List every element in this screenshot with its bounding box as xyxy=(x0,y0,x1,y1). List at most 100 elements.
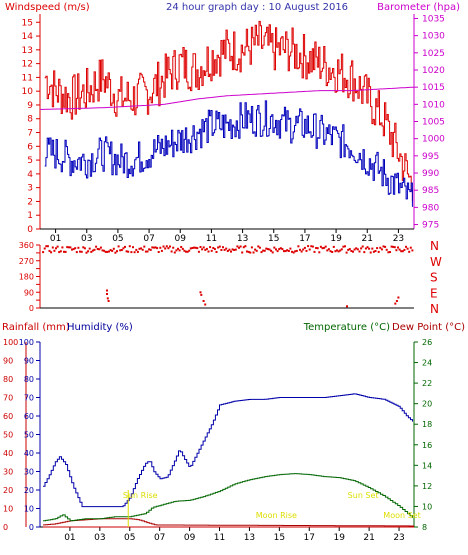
direction-point xyxy=(212,247,215,249)
direction-point xyxy=(366,246,369,249)
direction-point xyxy=(353,248,356,251)
direction-point xyxy=(119,249,122,252)
direction-point xyxy=(358,250,361,253)
direction-point xyxy=(51,246,54,249)
direction-point xyxy=(71,248,73,251)
direction-point xyxy=(136,250,139,253)
bottom-time-tick-label: 03 xyxy=(94,533,105,543)
direction-point xyxy=(116,250,118,253)
direction-point xyxy=(172,246,175,249)
direction-point xyxy=(239,245,242,248)
direction-point xyxy=(223,248,226,251)
direction-point xyxy=(234,248,237,251)
direction-point xyxy=(291,250,293,253)
direction-point xyxy=(164,247,167,250)
direction-point xyxy=(377,250,380,253)
direction-point xyxy=(191,247,194,249)
direction-point xyxy=(292,251,295,254)
temperature-tick-label: 16 xyxy=(422,441,432,450)
direction-point xyxy=(244,245,247,248)
direction-point xyxy=(401,250,404,253)
direction-point xyxy=(263,249,266,252)
barometer-tick-label: 1030 xyxy=(422,32,445,42)
time-tick-label: 13 xyxy=(237,234,248,244)
direction-point xyxy=(287,250,290,252)
direction-point xyxy=(125,250,128,253)
direction-point xyxy=(162,245,165,248)
direction-point xyxy=(202,246,205,249)
graph-labels: Windspeed (m/s) 24 hour graph day : 10 A… xyxy=(2,2,465,333)
direction-point xyxy=(411,249,414,252)
direction-point xyxy=(230,250,232,253)
direction-point xyxy=(329,250,332,253)
windspeed-tick-label: 14 xyxy=(22,32,34,42)
direction-point xyxy=(271,251,274,254)
direction-point xyxy=(48,249,51,252)
direction-point xyxy=(403,248,406,251)
direction-point xyxy=(236,245,239,248)
direction-tick-label: 360 xyxy=(19,241,34,250)
direction-point xyxy=(395,300,398,302)
time-tick-label: 05 xyxy=(112,234,123,244)
direction-point xyxy=(397,246,399,249)
time-tick-label: 01 xyxy=(50,234,61,244)
direction-point xyxy=(323,246,326,249)
direction-point xyxy=(146,250,149,253)
direction-point xyxy=(109,249,112,252)
direction-point xyxy=(392,245,395,248)
direction-point xyxy=(122,247,125,250)
direction-point xyxy=(75,251,78,254)
rainfall-tick-label: 100 xyxy=(3,338,18,347)
direction-point xyxy=(368,247,371,250)
direction-point xyxy=(196,247,199,250)
direction-point xyxy=(382,245,385,248)
rainfall-tick-label: 40 xyxy=(3,449,13,458)
direction-point xyxy=(80,250,83,253)
direction-point xyxy=(90,250,93,253)
direction-point xyxy=(400,250,403,253)
direction-point xyxy=(85,251,88,254)
direction-point xyxy=(106,293,108,295)
time-tick-label: 09 xyxy=(175,234,187,244)
temperature-tick-label: 8 xyxy=(422,523,427,532)
direction-point xyxy=(389,251,391,253)
barometer-tick-label: 1025 xyxy=(422,49,445,59)
direction-point xyxy=(257,245,260,248)
direction-point xyxy=(283,250,285,253)
compass-label: S xyxy=(430,271,438,285)
humidity-tick-label: 10 xyxy=(24,505,34,514)
direction-point xyxy=(189,247,192,250)
astronomy-annotation: Sun Set xyxy=(348,491,379,500)
direction-point xyxy=(300,250,303,253)
barometer-series xyxy=(39,86,415,110)
direction-point xyxy=(294,250,297,253)
direction-point xyxy=(279,247,282,250)
direction-point xyxy=(83,247,86,250)
direction-point xyxy=(170,250,173,253)
direction-point xyxy=(321,247,324,250)
direction-point xyxy=(397,296,400,299)
direction-point xyxy=(347,248,350,251)
direction-point xyxy=(241,251,244,254)
direction-point xyxy=(117,245,120,248)
direction-point xyxy=(186,250,189,253)
bottom-time-tick-label: 17 xyxy=(304,533,315,543)
wind-gust-series xyxy=(44,20,413,202)
direction-point xyxy=(91,249,94,252)
time-tick-label: 23 xyxy=(393,234,404,244)
direction-point xyxy=(303,246,306,249)
direction-point xyxy=(218,245,221,248)
rainfall-tick-label: 0 xyxy=(3,523,8,532)
compass-label: E xyxy=(430,286,438,300)
direction-point xyxy=(185,250,187,253)
direction-point xyxy=(346,305,348,308)
direction-point xyxy=(183,249,186,252)
direction-point xyxy=(249,251,252,254)
barometer-tick-label: 985 xyxy=(422,186,439,196)
direction-point xyxy=(319,245,322,248)
direction-point xyxy=(408,250,411,253)
direction-point xyxy=(355,247,358,250)
direction-point xyxy=(202,300,205,302)
humidity-tick-label: 80 xyxy=(24,375,34,384)
